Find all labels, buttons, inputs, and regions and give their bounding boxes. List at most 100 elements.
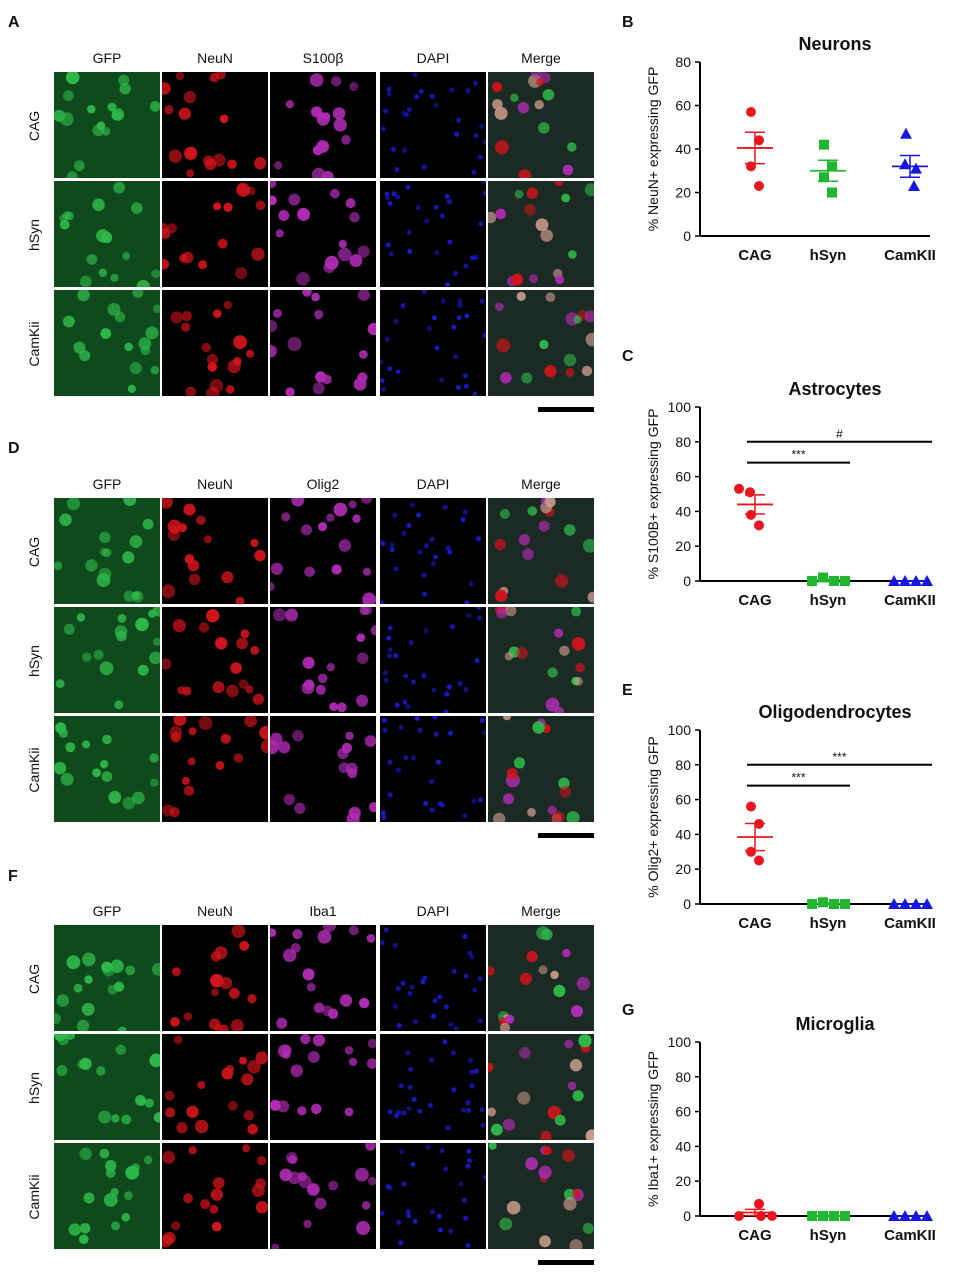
data-point xyxy=(734,483,744,494)
micrograph-grid-a: GFP NeuN S100β DAPI Merge CAG hSyn CamKii xyxy=(0,50,600,430)
chart-oligodendrocytes: Oligodendrocytes 0 20 40 60 80 100 % Olig2+ exp… xyxy=(645,702,936,932)
micrograph-tile xyxy=(270,72,376,178)
micrograph-tile xyxy=(380,498,486,604)
micrograph-tile xyxy=(488,290,594,396)
data-point xyxy=(754,1198,764,1209)
y-tick-label: 60 xyxy=(675,792,691,808)
channel-label-neun: NeuN xyxy=(197,476,233,492)
micrograph-tile xyxy=(270,1143,376,1249)
y-tick-label: 40 xyxy=(675,141,691,157)
y-tick-label: 20 xyxy=(675,861,691,877)
significance-label: *** xyxy=(791,771,805,785)
channel-label-dapi: DAPI xyxy=(416,903,450,919)
micrograph-tile xyxy=(380,290,486,396)
row-label-cag: CAG xyxy=(26,963,42,995)
y-tick-label: 0 xyxy=(683,896,691,912)
micrograph-tile xyxy=(162,181,268,287)
micrograph-tile xyxy=(270,181,376,287)
micrograph-tile xyxy=(270,1034,376,1140)
panel-letter-e: E xyxy=(622,682,633,699)
data-point xyxy=(900,127,912,139)
row-label-camkii: CamKii xyxy=(26,321,42,367)
y-tick-label: 40 xyxy=(675,503,691,519)
micrograph-tile xyxy=(54,181,160,287)
y-tick-label: 100 xyxy=(668,722,692,738)
channel-label-olig2: Olig2 xyxy=(306,476,340,492)
x-tick-label: CAG xyxy=(738,915,771,932)
channel-label-merge: Merge xyxy=(521,50,561,66)
micrograph-tile xyxy=(54,716,160,822)
x-tick-label: CamKII xyxy=(884,592,936,609)
y-tick-label: 60 xyxy=(675,1104,691,1120)
micrograph-tile xyxy=(488,1143,594,1249)
micrograph-tile xyxy=(488,1034,594,1140)
y-tick-label: 0 xyxy=(683,573,691,589)
channel-label-iba1: Iba1 xyxy=(309,903,337,919)
x-tick-label: CamKII xyxy=(884,247,936,264)
y-tick-label: 20 xyxy=(675,1173,691,1189)
micrograph-tile xyxy=(162,716,268,822)
micrograph-tile xyxy=(488,716,594,822)
y-axis-label: % Olig2+ expressing GFP xyxy=(645,736,661,897)
chart-microglia: Microglia 0 20 40 60 80 100 % Iba1+ expressing … xyxy=(645,1014,936,1244)
data-point xyxy=(746,801,756,812)
data-point xyxy=(818,572,828,583)
x-tick-label: CAG xyxy=(738,1227,771,1244)
micrograph-tile xyxy=(270,290,376,396)
channel-label-gfp: GFP xyxy=(92,903,122,919)
scale-bar xyxy=(538,1260,594,1265)
data-point xyxy=(746,107,756,118)
row-label-hsyn: hSyn xyxy=(26,1072,42,1104)
micrograph-tile xyxy=(488,607,594,713)
micrograph-tile xyxy=(54,607,160,713)
micrograph-tile xyxy=(488,498,594,604)
micrograph-tile xyxy=(162,72,268,178)
y-axis-label: % S100B+ expressing GFP xyxy=(645,409,661,580)
chart-astrocytes: Astrocytes 0 20 40 60 80 100 % S100B+ expressin… xyxy=(645,379,936,609)
micrograph-grid-d: GFP NeuN Olig2 DAPI Merge CAG hSyn CamKii xyxy=(0,476,600,856)
panel-letter-c: C xyxy=(622,348,634,365)
channel-label-dapi: DAPI xyxy=(416,50,450,66)
micrograph-tile xyxy=(270,498,376,604)
y-tick-label: 100 xyxy=(668,399,692,415)
micrograph-tile xyxy=(162,925,268,1031)
panel-letter-d: D xyxy=(8,440,20,457)
chart-title: Astrocytes xyxy=(788,379,881,399)
micrograph-tile xyxy=(488,925,594,1031)
y-tick-label: 0 xyxy=(683,1208,691,1224)
significance-label: # xyxy=(836,427,843,441)
micrograph-tile xyxy=(380,1143,486,1249)
row-label-hsyn: hSyn xyxy=(26,219,42,251)
x-tick-label: hSyn xyxy=(810,592,847,609)
row-label-camkii: CamKii xyxy=(26,1174,42,1220)
micrograph-tile xyxy=(380,1034,486,1140)
micrograph-tile xyxy=(380,607,486,713)
x-tick-label: CamKII xyxy=(884,915,936,932)
data-point xyxy=(827,187,837,198)
y-tick-label: 60 xyxy=(675,98,691,114)
micrograph-tile xyxy=(380,925,486,1031)
channel-label-neun: NeuN xyxy=(197,903,233,919)
y-tick-label: 100 xyxy=(668,1034,692,1050)
micrograph-tile xyxy=(380,716,486,822)
micrograph-tile xyxy=(162,498,268,604)
channel-label-dapi: DAPI xyxy=(416,476,450,492)
micrograph-tile xyxy=(380,181,486,287)
significance-label: *** xyxy=(791,448,805,462)
y-tick-label: 60 xyxy=(675,469,691,485)
y-tick-label: 40 xyxy=(675,1138,691,1154)
micrograph-tile xyxy=(270,716,376,822)
channel-label-merge: Merge xyxy=(521,476,561,492)
row-label-camkii: CamKii xyxy=(26,747,42,793)
y-tick-label: 80 xyxy=(675,434,691,450)
micrograph-tile xyxy=(162,290,268,396)
y-axis-label: % NeuN+ expressing GFP xyxy=(645,67,661,232)
scale-bar xyxy=(538,407,594,412)
data-point xyxy=(908,179,920,191)
significance-label: *** xyxy=(832,750,846,764)
data-point xyxy=(746,509,756,520)
y-axis-label: % Iba1+ expressing GFP xyxy=(645,1051,661,1207)
chart-title: Neurons xyxy=(798,34,871,54)
micrograph-tile xyxy=(54,1143,160,1249)
row-label-hsyn: hSyn xyxy=(26,645,42,677)
